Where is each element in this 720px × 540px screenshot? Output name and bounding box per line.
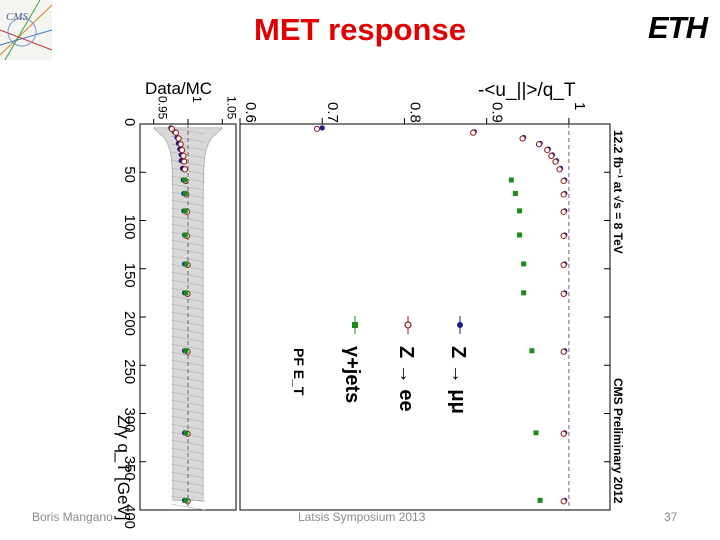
- algo-annotation: PF E_T: [291, 348, 307, 396]
- data-point-scatter-series1: [181, 166, 188, 173]
- data-point-scatter-series1: [181, 158, 188, 165]
- legend-marker-zee: [404, 321, 412, 329]
- data-point-scatter-series1: [177, 141, 184, 148]
- legend-label-gammajets: γ+jets: [341, 346, 363, 403]
- footer-event: Latsis Symposium 2013: [298, 510, 426, 524]
- x-tick-label: 300: [121, 408, 138, 433]
- data-point-scatter-series1: [560, 232, 567, 240]
- cms-logo-text: CMS: [6, 11, 29, 23]
- y-axis-label: -<u_||>/q_T: [478, 80, 576, 101]
- data-point-scatter-series1: [548, 152, 555, 159]
- data-point-scatter-series1: [552, 158, 559, 165]
- data-point-scatter-series2: [182, 232, 188, 238]
- data-point-scatter-series2: [182, 190, 188, 196]
- legend-label-zee: Z → ee: [395, 346, 417, 412]
- lumi-annotation: 12.2 fb⁻¹ at √s = 8 TeV: [611, 130, 625, 254]
- data-point-scatter-series1: [175, 135, 182, 142]
- reference-lines: [187, 124, 570, 510]
- data-point-scatter-series1: [560, 348, 567, 355]
- legend-marker-zmumu: [457, 322, 463, 328]
- data-point-scatter-series2: [508, 177, 514, 183]
- data-point-scatter-series0: [319, 125, 325, 131]
- ratio-tick-label: 1: [190, 96, 204, 103]
- data-point-scatter-series1: [180, 152, 187, 159]
- x-tick-label: 50: [121, 166, 138, 183]
- data-point-scatter-series1: [560, 191, 567, 198]
- data-point-scatter-series1: [560, 261, 567, 269]
- band-hatch: [170, 455, 206, 463]
- data-point-scatter-series2: [183, 348, 189, 354]
- data-point-scatter-series1: [168, 125, 175, 132]
- y-tick-label: 0.9: [489, 102, 506, 123]
- data-point-scatter-series1: [560, 208, 567, 215]
- band-hatch: [170, 175, 206, 183]
- data-point-scatter-series2: [537, 497, 543, 503]
- ratio-tick-label: 1.05: [224, 96, 238, 120]
- y-tick-label: 0.7: [324, 102, 341, 123]
- x-tick-label: 150: [121, 263, 138, 288]
- band-hatch: [170, 343, 206, 351]
- data-point-scatter-series2: [183, 261, 189, 267]
- data-point-scatter-series1: [560, 290, 567, 297]
- data-point-scatter-series2: [521, 261, 527, 267]
- data-point-scatter-series2: [182, 177, 188, 183]
- data-point-scatter-series1: [470, 129, 477, 136]
- data-point-scatter-series1: [560, 430, 567, 437]
- data-point-scatter-series2: [183, 430, 189, 436]
- data-point-scatter-series1: [560, 177, 567, 185]
- y-tick-label: 1: [571, 102, 588, 110]
- data-point-scatter-series2: [529, 348, 535, 354]
- data-point-scatter-series2: [533, 430, 539, 436]
- data-points: [168, 125, 568, 505]
- data-point-scatter-series1: [544, 146, 551, 154]
- legend-marker-gammajets: [352, 322, 358, 328]
- prelim-annotation: CMS Preliminary 2012: [611, 378, 625, 504]
- footer-author: Boris Mangano: [32, 510, 113, 524]
- legend-label-zmumu: Z → μμ: [447, 346, 469, 414]
- data-point-scatter-series1: [560, 498, 567, 505]
- band-hatch: [170, 503, 206, 511]
- band-hatch: [170, 335, 206, 343]
- data-point-scatter-series2: [517, 208, 523, 214]
- axis-ticks: 0 50 100 150 200 250 300 350 400 0.6 0.7 0.8 0.9 1 0.9…: [121, 96, 610, 529]
- eth-logo: ETH: [648, 10, 708, 45]
- data-point-scatter-series1: [178, 146, 186, 154]
- band-hatch: [170, 391, 206, 399]
- data-point-scatter-series2: [183, 497, 189, 503]
- band-hatch: [170, 279, 206, 287]
- ratio-tick-label: 0.95: [156, 96, 170, 120]
- data-point-scatter-series2: [521, 290, 527, 296]
- x-tick-label: 250: [121, 359, 138, 384]
- slide-title: MET response: [254, 12, 466, 47]
- y-tick-label: 0.6: [242, 102, 259, 123]
- band-hatch: [170, 223, 206, 231]
- band-hatch: [170, 447, 206, 455]
- data-point-scatter-series2: [182, 208, 188, 214]
- band-hatch: [170, 399, 206, 407]
- x-tick-label: 0: [121, 118, 138, 126]
- data-point-scatter-series1: [535, 141, 543, 148]
- data-point-scatter-series2: [517, 232, 523, 238]
- data-point-scatter-series1: [313, 125, 321, 132]
- data-point-scatter-series1: [556, 166, 563, 173]
- data-point-scatter-series2: [183, 290, 189, 296]
- data-point-scatter-series1: [172, 129, 180, 136]
- data-point-scatter-series2: [512, 190, 518, 196]
- band-hatch: [170, 167, 206, 175]
- x-tick-label: 350: [121, 456, 138, 481]
- x-axis-label: Z/γ q_T [GeV]: [114, 415, 133, 521]
- ratio-uncertainty-band: [153, 127, 223, 511]
- data-point-scatter-series1: [519, 135, 526, 142]
- main-plot-frame: [239, 123, 611, 511]
- cms-logo: CMS: [0, 0, 52, 60]
- x-tick-label: 100: [121, 215, 138, 240]
- x-tick-label: 200: [121, 311, 138, 336]
- x-tick-label: 400: [121, 504, 138, 529]
- y-tick-label: 0.8: [406, 102, 423, 123]
- page-number: 37: [664, 510, 678, 524]
- legend: Z → μμ Z → ee γ+jets: [341, 316, 469, 414]
- ratio-axis-label: Data/MC: [145, 79, 212, 98]
